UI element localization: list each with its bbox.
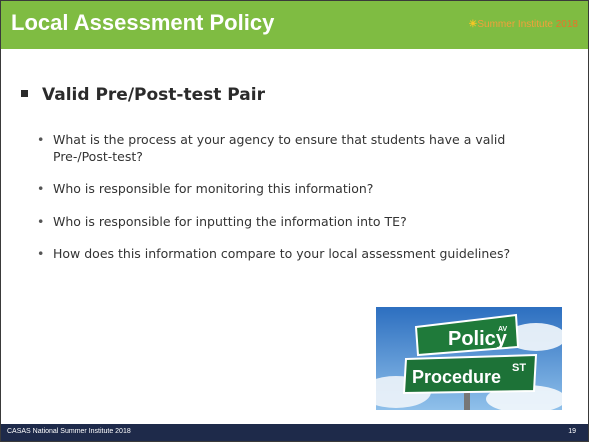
- bullet: Who is responsible for monitoring this i…: [37, 181, 557, 198]
- header-bar: Local Assessment Policy ☀Summer Institut…: [1, 1, 588, 49]
- heading: Valid Pre/Post-test Pair: [21, 85, 265, 105]
- sign-text: Procedure: [412, 367, 501, 387]
- page-number: 19: [568, 428, 576, 435]
- slide: Local Assessment Policy ☀Summer Institut…: [0, 0, 589, 442]
- bullet: Who is responsible for inputting the inf…: [37, 214, 557, 231]
- sign-suffix: AV: [498, 326, 508, 333]
- bullet-list: What is the process at your agency to en…: [37, 132, 557, 279]
- sign-suffix: ST: [512, 362, 526, 374]
- policy-procedure-photo: Policy AV Procedure ST: [376, 307, 562, 410]
- logo: ☀Summer Institute 2018: [468, 19, 578, 30]
- logo-year: 2018: [556, 19, 578, 30]
- bullet: How does this information compare to you…: [37, 246, 557, 263]
- footer-text: CASAS National Summer Institute 2018: [7, 428, 131, 435]
- heading-text: Valid Pre/Post-test Pair: [42, 85, 265, 105]
- slide-title: Local Assessment Policy: [11, 10, 274, 36]
- logo-name: Summer Institute: [477, 19, 553, 30]
- footer-bar: CASAS National Summer Institute 2018 19: [1, 424, 588, 441]
- bullet: What is the process at your agency to en…: [37, 132, 557, 165]
